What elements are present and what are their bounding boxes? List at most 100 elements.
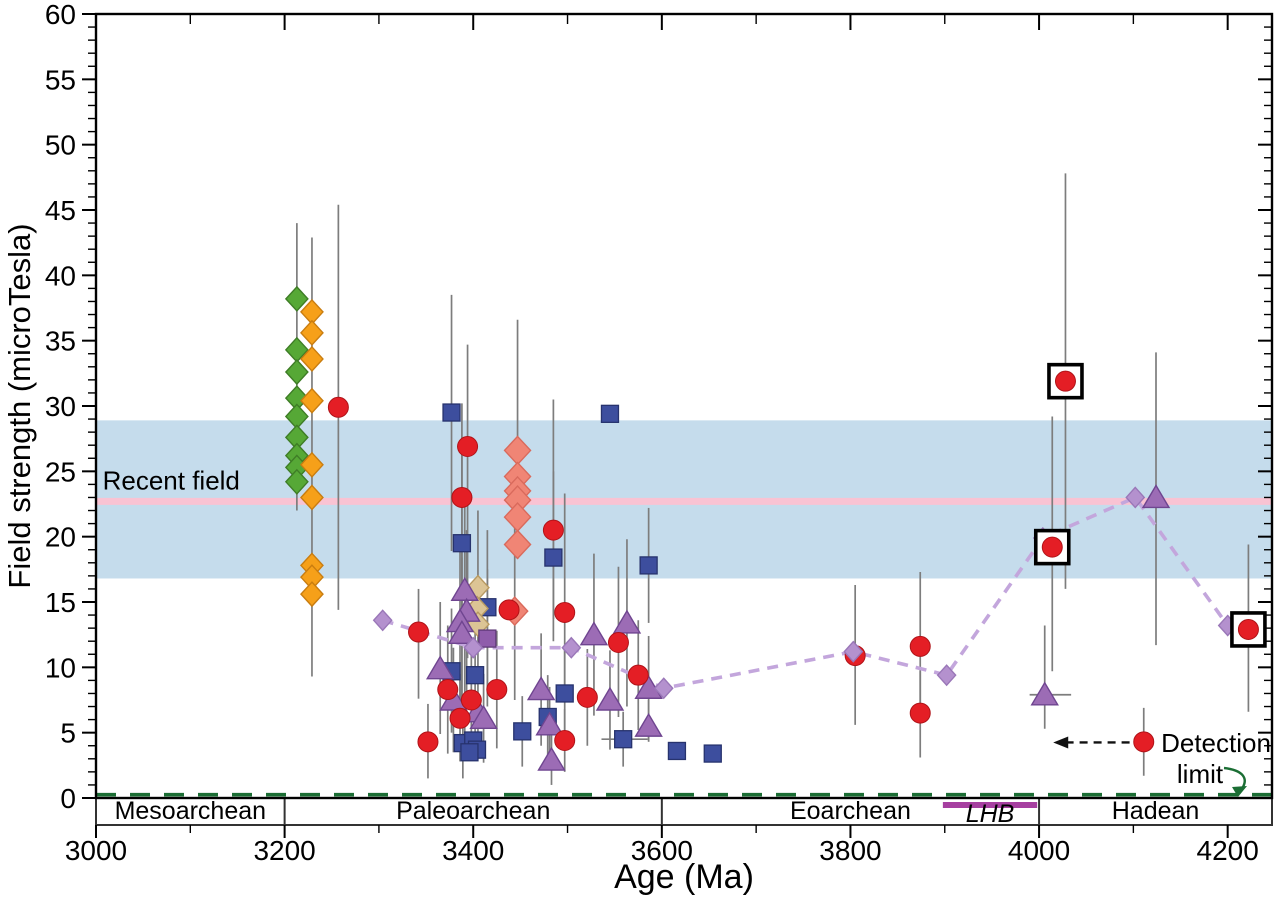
series-green-diamonds	[284, 285, 309, 495]
data-point-purple-triangles	[1030, 681, 1059, 706]
data-point-green-diamonds	[284, 358, 309, 386]
x-tick-label: 3400	[442, 835, 504, 866]
y-tick-label: 50	[45, 130, 76, 161]
data-point-red-circles	[554, 730, 576, 752]
detection-limit-label-line2: limit	[1177, 759, 1224, 789]
era-label-mesoarchean: Mesoarchean	[115, 797, 266, 825]
data-point-orange-diamonds	[300, 319, 324, 346]
y-tick-label: 30	[45, 391, 76, 422]
data-point-purple-triangles	[450, 576, 479, 601]
data-point-red-circles	[460, 689, 482, 711]
recent-field-line	[96, 497, 1272, 505]
data-point-red-circles	[607, 632, 629, 654]
data-point-green-diamonds	[284, 285, 309, 312]
y-tick-label: 60	[45, 0, 76, 30]
data-point-purple-triangles	[1141, 484, 1171, 509]
series-orange-diamonds	[300, 298, 324, 608]
data-point-navy-squares	[555, 684, 574, 703]
series-violet-squares	[478, 629, 497, 648]
data-point-purple-triangles	[425, 655, 455, 680]
lhb-bar	[942, 802, 1038, 808]
era-label-hadean: Hadean	[1112, 797, 1200, 825]
data-point-purple-triangles	[469, 704, 498, 729]
data-point-violet-squares	[478, 629, 497, 648]
x-tick-label: 3000	[65, 835, 127, 866]
data-point-purple-triangles	[634, 712, 663, 737]
data-point-boxed-red-circles	[1054, 370, 1076, 392]
y-axis-title: Field strength (microTesla)	[2, 223, 37, 588]
plot-border	[94, 12, 1274, 800]
detection-arrow-head-icon	[1053, 736, 1069, 749]
data-point-red-circles	[486, 679, 508, 701]
recent-field-label: Recent field	[103, 465, 240, 495]
data-point-navy-squares	[639, 556, 658, 575]
data-point-purple-triangles	[526, 676, 556, 701]
axis-titles: Age (Ma) Field strength (microTesla)	[2, 223, 754, 896]
border	[94, 12, 1274, 800]
y-tick-label: 45	[45, 195, 76, 226]
y-tick-labels: 0 5 10 15 20 25 30 35 40 45 50 55 60	[45, 0, 76, 814]
data-point-red-circles	[627, 664, 649, 686]
era-label-eoarchean: Eoarchean	[790, 797, 911, 825]
data-point-navy-squares	[614, 730, 633, 749]
x-tick-label: 3800	[819, 835, 881, 866]
data-point-lavender-diamond-dashed-line	[843, 640, 864, 663]
data-point-red-circles	[437, 679, 459, 701]
data-point-purple-triangles	[595, 686, 625, 711]
series-boxed-red-circles	[1033, 362, 1267, 648]
data-point-purple-triangles	[537, 746, 566, 771]
data-point-orange-diamonds	[300, 581, 324, 608]
data-point-red-circles	[576, 686, 598, 708]
data-point-lavender-diamond-dashed-line	[1125, 486, 1146, 509]
data-point-purple-triangles	[535, 711, 564, 736]
y-tick-label: 10	[45, 652, 76, 683]
data-point-navy-squares	[667, 741, 687, 761]
data-point-lavender-diamond-dashed-line	[372, 609, 393, 632]
y-tick-label: 40	[45, 260, 76, 291]
data-point-navy-squares	[460, 743, 479, 762]
data-point-orange-diamonds	[300, 451, 324, 478]
data-point-navy-squares	[544, 548, 563, 567]
x-tick-label: 3600	[631, 835, 693, 866]
data-point-navy-squares	[513, 722, 532, 741]
plot-area	[96, 14, 1272, 798]
data-point-detection-limit	[1133, 731, 1155, 753]
data-point-lavender-diamond-dashed-line	[936, 664, 957, 687]
x-tick-label: 4200	[1197, 835, 1259, 866]
y-tick-label: 25	[45, 456, 76, 487]
plot-background	[96, 14, 1272, 798]
data-point-navy-squares	[452, 534, 472, 553]
data-point-orange-diamonds	[300, 345, 324, 372]
data-point-lavender-diamond-dashed-line	[463, 636, 484, 659]
data-point-red-circles	[554, 601, 576, 623]
data-point-red-circles	[451, 486, 473, 508]
data-point-navy-squares	[703, 744, 722, 763]
era-band: Mesoarchean Paleoarchean Eoarchean Hadean LH…	[65, 797, 1273, 866]
dashed-trend-line	[382, 495, 1230, 691]
data-point-red-circles	[909, 635, 931, 657]
y-tick-label: 0	[60, 783, 76, 814]
y-tick-label: 35	[45, 326, 76, 357]
data-point-boxed-red-circles	[1041, 536, 1063, 558]
data-point-red-circles	[449, 707, 471, 729]
data-point-salmon-diamonds	[503, 529, 532, 560]
data-point-orange-diamonds	[300, 484, 324, 511]
data-point-purple-triangles	[579, 621, 609, 646]
data-point-navy-squares	[442, 403, 461, 422]
data-point-red-circles	[327, 396, 349, 418]
data-point-red-circles	[542, 519, 564, 541]
x-tick-label: 3200	[253, 835, 315, 866]
data-point-lavender-diamond-dashed-line	[653, 677, 674, 700]
data-point-red-circles	[457, 436, 479, 458]
era-band-box	[95, 797, 1273, 826]
data-point-red-circles	[909, 702, 931, 724]
era-label-paleoarchean: Paleoarchean	[396, 797, 550, 825]
data-point-navy-squares	[600, 404, 620, 423]
data-point-green-diamonds	[284, 468, 309, 495]
detection-limit-point	[1133, 731, 1155, 753]
detection-curve-arrow-head-icon	[1232, 786, 1247, 797]
data-point-red-circles	[417, 731, 439, 753]
